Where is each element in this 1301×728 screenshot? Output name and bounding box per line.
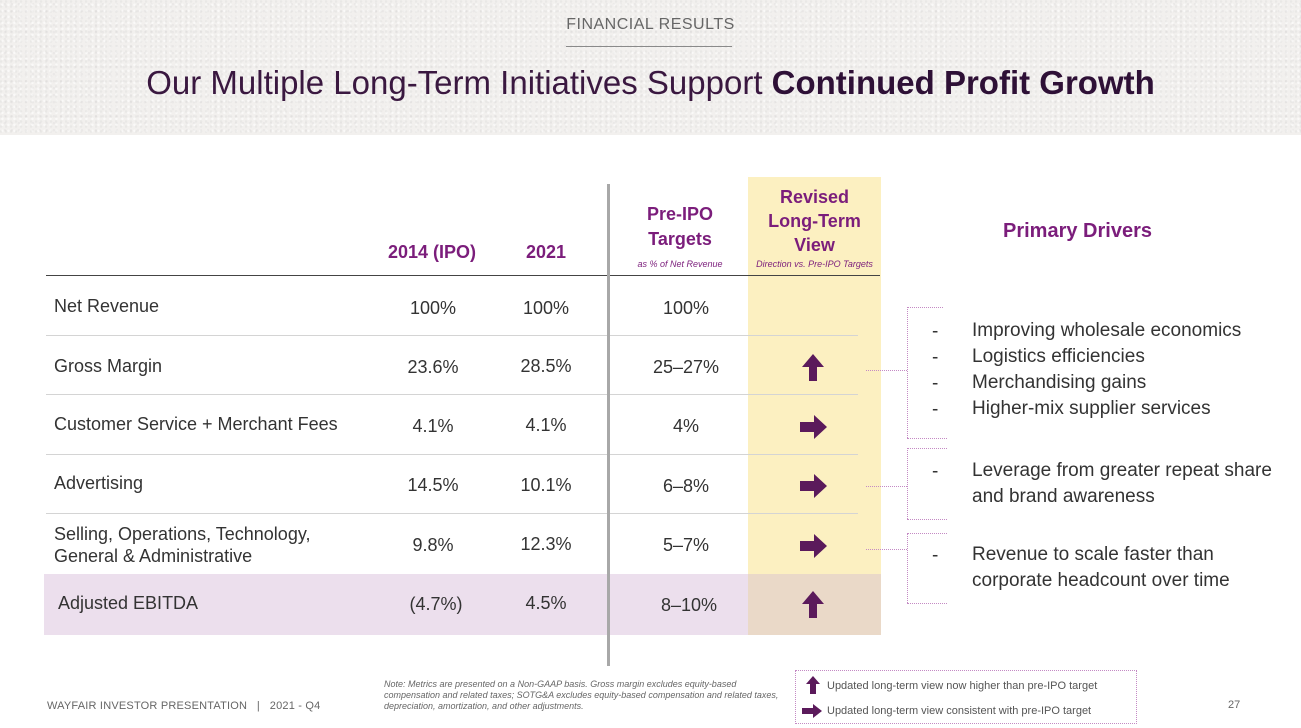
cell-customer-service-preipo: 4% [672, 416, 699, 436]
section-label: FINANCIAL RESULTS [566, 16, 735, 33]
legend-up-text: Updated long-term view now higher than p… [827, 680, 1098, 692]
col-header-preipo-line1: Pre-IPO [646, 204, 714, 224]
driver-item: Logistics efficiencies [972, 346, 1145, 367]
driver-item: Improving wholesale economics [972, 320, 1242, 341]
row-divider [46, 394, 858, 395]
cell-gross-margin-2014: 23.6% [407, 357, 459, 377]
driver-item: Merchandising gains [972, 372, 1147, 393]
cell-advertising-preipo: 6–8% [662, 476, 710, 496]
col-subheader-preipo: as % of Net Revenue [637, 259, 723, 269]
cell-advertising-2021: 10.1% [520, 475, 572, 495]
driver-item: Leverage from greater repeat share [972, 460, 1272, 481]
driver-item: corporate headcount over time [972, 570, 1230, 591]
cell-net-revenue-preipo: 100% [662, 298, 710, 318]
cell-customer-service-2021: 4.1% [525, 415, 567, 435]
driver-item: and brand awareness [972, 486, 1155, 507]
cell-sotga-2021: 12.3% [520, 534, 572, 554]
row-divider [46, 454, 858, 455]
arrow-right-icon [802, 704, 822, 718]
bracket-line [907, 603, 947, 604]
row-label-adjusted-ebitda: Adjusted EBITDA [58, 593, 199, 613]
row-label-customer-service: Customer Service + Merchant Fees [54, 414, 338, 434]
col-header-revised-line2: Long-Term [768, 211, 861, 231]
revised-column-highlight [748, 177, 881, 635]
title-bold: Continued Profit Growth [771, 64, 1155, 101]
column-separator [607, 184, 610, 666]
row-label-sotga-line1: Selling, Operations, Technology, [54, 524, 311, 544]
driver-dash: - [932, 545, 939, 566]
bracket-line [907, 438, 947, 439]
row-label-advertising: Advertising [54, 473, 144, 493]
arrow-right-icon [800, 534, 827, 558]
connector-line [866, 486, 907, 487]
connector-line [866, 370, 907, 371]
row-label-gross-margin: Gross Margin [54, 356, 163, 376]
col-header-revised-line3: View [794, 235, 835, 255]
row-label-net-revenue: Net Revenue [54, 296, 160, 316]
legend-box [795, 670, 1137, 724]
section-underline [566, 46, 732, 47]
cell-ebitda-2021: 4.5% [525, 593, 567, 613]
cell-gross-margin-2021: 28.5% [520, 356, 572, 376]
col-header-2021: 2021 [525, 242, 567, 262]
footer-presentation-label: WAYFAIR INVESTOR PRESENTATION | 2021 - Q… [47, 700, 321, 712]
cell-sotga-preipo: 5–7% [662, 535, 710, 555]
header-band [0, 0, 1301, 135]
arrow-up-icon [802, 591, 824, 618]
driver-dash: - [932, 399, 939, 420]
col-header-preipo-line2: Targets [648, 229, 712, 249]
bracket-line [907, 533, 947, 534]
col-header-2014-ipo: 2014 (IPO) [387, 242, 477, 262]
driver-dash: - [932, 461, 939, 482]
arrow-right-icon [800, 415, 827, 439]
arrow-up-icon [802, 354, 824, 381]
title-regular: Our Multiple Long-Term Initiatives Suppo… [146, 64, 772, 101]
driver-dash: - [932, 347, 939, 368]
driver-item: Higher-mix supplier services [972, 398, 1211, 419]
row-divider [46, 335, 858, 336]
arrow-right-icon [800, 474, 827, 498]
page-title: Our Multiple Long-Term Initiatives Suppo… [0, 64, 1301, 102]
footer-note: Note: Metrics are presented on a Non-GAA… [384, 679, 779, 711]
bracket-line [907, 448, 947, 449]
cell-sotga-2014: 9.8% [412, 535, 454, 555]
cell-customer-service-2014: 4.1% [412, 416, 454, 436]
cell-advertising-2014: 14.5% [407, 475, 459, 495]
bracket-line [907, 307, 943, 308]
cell-net-revenue-2021: 100% [522, 298, 570, 318]
col-subheader-revised: Direction vs. Pre-IPO Targets [756, 259, 873, 269]
cell-ebitda-preipo: 8–10% [660, 595, 718, 615]
cell-net-revenue-2014: 100% [409, 298, 457, 318]
bracket-line [907, 307, 908, 438]
cell-ebitda-2014: (4.7%) [409, 594, 463, 614]
bracket-line [907, 519, 947, 520]
bracket-line [907, 448, 908, 519]
driver-item: Revenue to scale faster than [972, 544, 1214, 565]
arrow-up-icon [806, 676, 820, 694]
driver-dash: - [932, 321, 939, 342]
ebitda-row-highlight [44, 574, 748, 635]
col-header-revised-line1: Revised [779, 187, 850, 207]
header-rule [46, 275, 880, 276]
page-number: 27 [1228, 699, 1241, 711]
legend-right-text: Updated long-term view consistent with p… [827, 705, 1092, 717]
driver-dash: - [932, 373, 939, 394]
connector-line [866, 549, 907, 550]
cell-gross-margin-preipo: 25–27% [652, 357, 720, 377]
primary-drivers-title: Primary Drivers [1003, 220, 1152, 242]
row-label-sotga-line2: General & Administrative [54, 546, 253, 566]
row-divider [46, 513, 858, 514]
bracket-line [907, 533, 908, 603]
